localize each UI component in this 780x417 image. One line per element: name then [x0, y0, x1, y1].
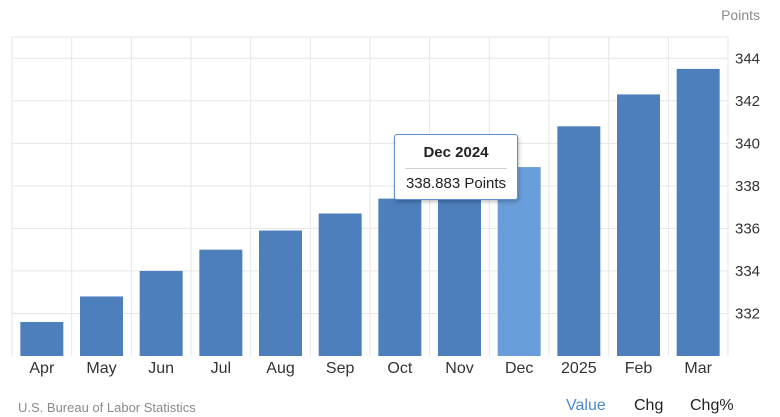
- bar-apr[interactable]: [20, 321, 64, 356]
- x-tick-label: Feb: [625, 360, 653, 377]
- y-tick-label: 332: [735, 305, 760, 322]
- y-tick-label: 338: [735, 178, 760, 195]
- bar-feb[interactable]: [617, 94, 660, 357]
- unit-label: Points: [721, 7, 760, 23]
- bar-sep[interactable]: [318, 213, 362, 356]
- bar-aug[interactable]: [259, 230, 302, 356]
- tab-value[interactable]: Value: [566, 397, 606, 414]
- tab-chg[interactable]: Chg: [634, 397, 664, 414]
- y-tick-label: 344: [735, 50, 760, 67]
- bar-2025[interactable]: [557, 126, 601, 356]
- bar-jul[interactable]: [199, 249, 243, 356]
- x-axis-ticks: Apr May Jun Jul Aug Sep Oct Nov Dec 2025 Feb Mar: [29, 360, 712, 377]
- bars: [20, 68, 720, 357]
- y-tick-label: 336: [735, 220, 760, 237]
- y-tick-label: 334: [735, 263, 760, 280]
- x-tick-label: Nov: [445, 360, 473, 377]
- x-tick-label: Jul: [211, 360, 231, 377]
- x-tick-label: Mar: [684, 360, 712, 377]
- chart-tooltip: Dec 2024 338.883 Points: [394, 134, 518, 200]
- x-tick-label: Sep: [326, 360, 355, 377]
- y-tick-label: 342: [735, 93, 760, 110]
- tooltip-divider: [405, 168, 507, 169]
- x-tick-label: 2025: [561, 360, 597, 377]
- y-axis-ticks: 332 334 336 338 340 342 344: [735, 50, 760, 322]
- view-tabs: Value Chg Chg%: [0, 397, 780, 417]
- y-tick-label: 340: [735, 135, 760, 152]
- x-tick-label: Apr: [29, 360, 55, 377]
- tab-chg-percent[interactable]: Chg%: [690, 397, 734, 414]
- x-tick-label: May: [86, 360, 116, 377]
- x-tick-label: Jun: [148, 360, 174, 377]
- tooltip-value: 338.883 Points: [405, 175, 507, 192]
- x-tick-label: Dec: [505, 360, 533, 377]
- bar-jun[interactable]: [139, 270, 183, 356]
- x-tick-label: Oct: [387, 360, 412, 377]
- bar-oct[interactable]: [378, 198, 422, 356]
- tooltip-title: Dec 2024: [423, 144, 489, 161]
- grid-lines: [11, 36, 729, 356]
- x-tick-label: Aug: [266, 360, 294, 377]
- bar-nov[interactable]: [438, 181, 481, 356]
- bar-mar[interactable]: [676, 68, 720, 357]
- source-link[interactable]: U.S. Bureau of Labor Statistics: [18, 400, 196, 415]
- bar-may[interactable]: [80, 296, 123, 356]
